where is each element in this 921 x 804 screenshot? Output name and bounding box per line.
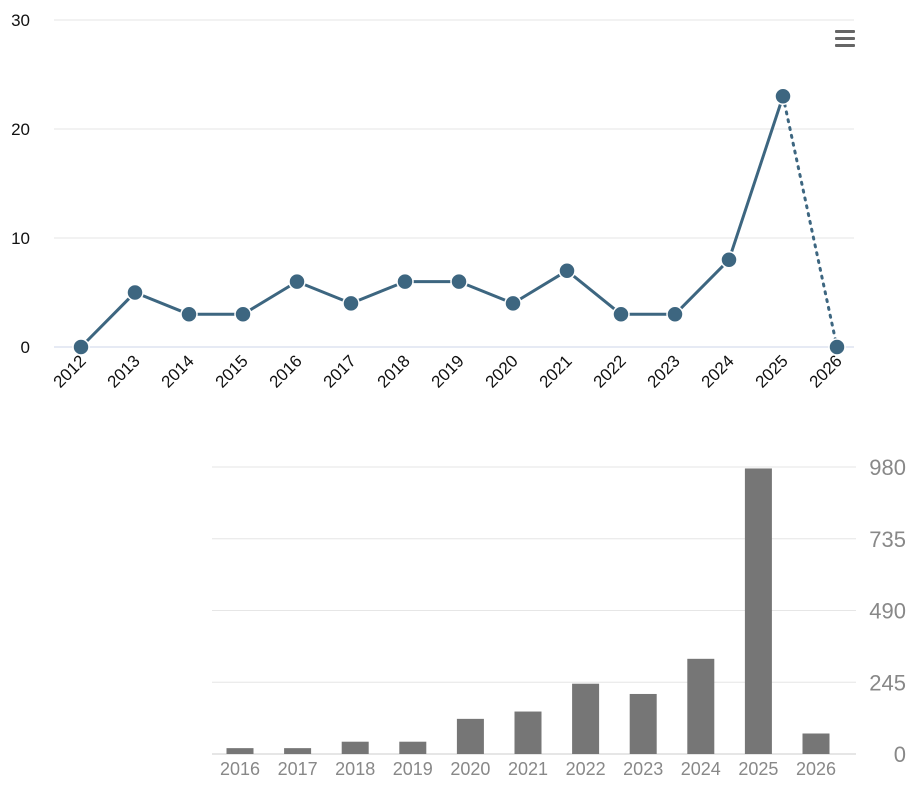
data-point-2013 [126, 283, 144, 302]
data-point-2016 [288, 272, 306, 291]
data-point-2017 [342, 294, 360, 313]
x-tick-label: 2017 [320, 351, 360, 391]
x-tick-label: 2021 [508, 759, 548, 779]
data-point-2020 [504, 294, 522, 313]
x-tick-label: 2017 [278, 759, 318, 779]
x-tick-label: 2023 [623, 759, 663, 779]
x-tick-label: 2025 [738, 759, 778, 779]
bar-chart-bars [226, 468, 830, 754]
series-line-projection [781, 94, 839, 349]
bar-2019 [399, 741, 427, 754]
data-point-2018 [396, 272, 414, 291]
x-tick-label: 2022 [590, 351, 630, 391]
x-tick-label: 2026 [806, 351, 846, 391]
bar-2025 [744, 468, 772, 754]
bar-2024 [687, 658, 715, 754]
y-tick-label: 735 [869, 527, 906, 552]
x-tick-label: 2025 [752, 351, 792, 391]
x-tick-label: 2019 [428, 351, 468, 391]
y-tick-label: 0 [21, 338, 30, 357]
x-tick-label: 2020 [450, 759, 490, 779]
x-tick-label: 2018 [335, 759, 375, 779]
data-point-2019 [450, 272, 468, 291]
bar-2023 [629, 693, 657, 754]
y-tick-label: 0 [894, 742, 906, 767]
x-tick-label: 2012 [50, 351, 90, 391]
y-tick-label: 10 [11, 229, 30, 248]
bar-2020 [456, 718, 484, 754]
data-point-2015 [234, 305, 252, 324]
x-tick-label: 2016 [220, 759, 260, 779]
bar-2026 [802, 733, 830, 754]
data-point-2012 [72, 338, 90, 356]
bar-2018 [341, 741, 369, 754]
x-tick-label: 2023 [644, 351, 684, 391]
y-tick-label: 245 [869, 670, 906, 695]
data-point-2026 [828, 338, 846, 356]
y-tick-label: 980 [869, 455, 906, 480]
data-point-2014 [180, 305, 198, 324]
x-tick-label: 2026 [796, 759, 836, 779]
line-chart-gridlines [54, 19, 854, 348]
x-tick-label: 2013 [104, 351, 144, 391]
bar-chart-x-axis: 2016 2017 2018 2019 2020 2021 2022 2023 2024 2025… [220, 759, 836, 779]
data-point-2021 [558, 261, 576, 280]
x-tick-label: 2021 [536, 351, 576, 391]
y-tick-label: 20 [11, 120, 30, 139]
line-chart-x-axis: 2012 2013 2014 2015 2016 2017 2018 2019 2020 2021… [50, 351, 846, 391]
bar-2017 [284, 748, 312, 754]
data-point-2025 [774, 87, 792, 106]
x-tick-label: 2015 [212, 351, 252, 391]
x-tick-label: 2022 [566, 759, 606, 779]
x-tick-label: 2016 [266, 351, 306, 391]
bar-2021 [514, 711, 542, 754]
bar-chart-y-axis: 0 245 490 735 980 [869, 455, 906, 767]
bar-2016 [226, 748, 254, 754]
y-tick-label: 30 [11, 11, 30, 30]
x-tick-label: 2018 [374, 351, 414, 391]
line-chart-points [72, 87, 846, 356]
x-tick-label: 2014 [158, 351, 198, 391]
x-tick-label: 2020 [482, 351, 522, 391]
y-tick-label: 490 [869, 599, 906, 624]
line-chart-y-axis: 0 10 20 30 [11, 11, 30, 357]
data-point-2022 [612, 305, 630, 324]
publications-line-chart: 0 10 20 30 2012 2013 2014 2015 2016 2017 2018 2019… [11, 11, 854, 392]
x-tick-label: 2019 [393, 759, 433, 779]
line-chart-series [79, 94, 839, 349]
data-point-2023 [666, 305, 684, 324]
x-tick-label: 2024 [698, 351, 738, 391]
data-point-2024 [720, 251, 738, 269]
hamburger-menu-icon[interactable] [835, 30, 855, 48]
bar-2022 [572, 683, 600, 754]
x-tick-label: 2024 [681, 759, 721, 779]
series-line [79, 95, 785, 349]
